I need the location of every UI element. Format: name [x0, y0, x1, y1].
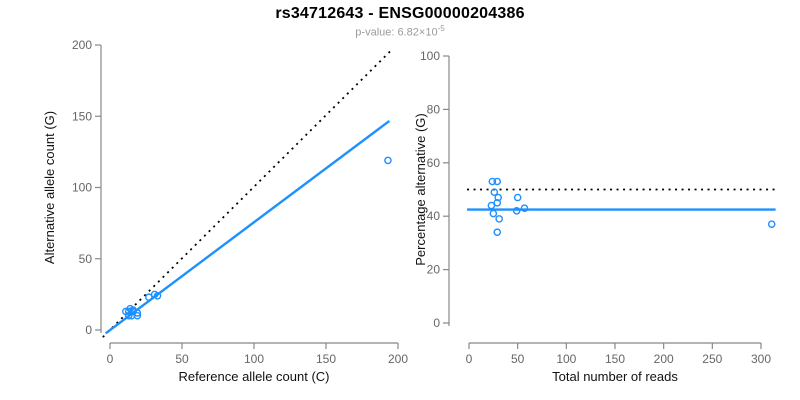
p2-data-point [520, 204, 529, 212]
p2-data-point [489, 209, 498, 218]
p1-data-point [153, 291, 162, 300]
regression-line [104, 119, 391, 335]
p2-x-tick-label: 250 [702, 352, 722, 366]
p1-x-tick-label: 0 [107, 352, 114, 366]
p2-y-tick-label: 100 [420, 49, 440, 63]
p2-data-point [494, 193, 502, 202]
p2-data-point [493, 177, 502, 186]
p1-data-point [133, 311, 142, 320]
p1-x-tick-label: 150 [316, 352, 336, 366]
p2-x-tick-label: 200 [654, 352, 674, 366]
p1-panel: 0 50 100 150 200 0 50 100 150 200 Reference allele… [42, 38, 408, 384]
p2-x-tick-label: 50 [511, 352, 525, 366]
p1-y-tick-label: 0 [85, 323, 92, 337]
p2-panel: 0 20 40 60 80 100 0 50 100 150 200 250 300 Total numb… [413, 49, 776, 384]
identity-line [102, 48, 393, 338]
p2-data-point [493, 199, 502, 207]
p2-data-point [493, 228, 502, 237]
p2-y-tick-label: 20 [427, 263, 441, 277]
p1-data-point [384, 156, 392, 165]
p-value-text: p-value: 6.82×10 [355, 26, 438, 39]
p1-y-tick-label: 150 [72, 109, 92, 123]
p2-x-tick-label: 300 [751, 352, 771, 366]
p2-data-point [488, 177, 497, 186]
p1-data-point [124, 311, 133, 320]
p2-data-point [512, 207, 521, 215]
p2-x-tick-label: 0 [466, 352, 473, 366]
p-value-exponent: -5 [437, 24, 445, 33]
p2-y-tick-label: 40 [427, 209, 441, 223]
p1-y-axis-title: Alternative allele count (G) [42, 111, 57, 264]
p2-data-point [495, 215, 503, 223]
p2-y-tick-label: 60 [427, 156, 441, 170]
p1-y-tick-label: 50 [79, 252, 93, 266]
p1-data-point [145, 293, 153, 302]
p2-x-axis-title: Total number of reads [552, 369, 678, 384]
p1-y-tick-label: 100 [72, 181, 92, 195]
p2-data-point [487, 201, 496, 210]
p2-y-axis-title: Percentage alternative (G) [413, 113, 428, 265]
p1-x-tick-label: 200 [388, 352, 408, 366]
p1-x-tick-label: 50 [175, 352, 189, 366]
figure-subtitle: p-value: 6.82×10-5 [0, 24, 800, 39]
p1-data-point [129, 307, 137, 316]
p2-data-point [513, 193, 522, 202]
p2-data-point [490, 188, 499, 196]
p2-x-tick-label: 100 [556, 352, 576, 366]
p2-data-point [767, 220, 776, 229]
p2-y-tick-label: 80 [427, 102, 441, 116]
p1-data-point [133, 309, 142, 317]
p1-x-tick-label: 100 [244, 352, 264, 366]
figure-title: rs34712643 - ENSG00000204386 [275, 5, 525, 22]
p1-x-axis-title: Reference allele count (C) [178, 369, 329, 384]
p2-x-tick-label: 150 [605, 352, 625, 366]
p2-y-tick-label: 0 [433, 316, 440, 330]
p1-y-tick-label: 200 [72, 38, 92, 52]
